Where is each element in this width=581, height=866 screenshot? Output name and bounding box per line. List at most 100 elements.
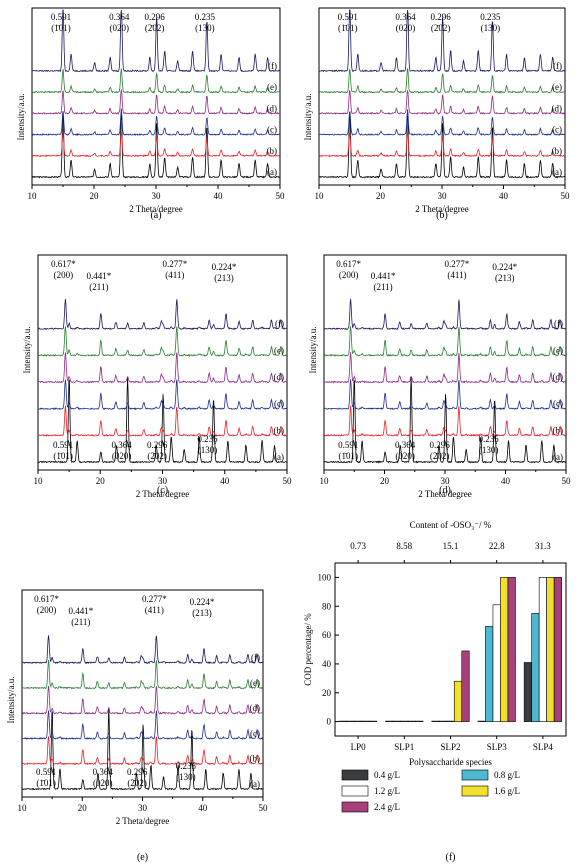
trace-label: (d) — [250, 703, 261, 713]
panel-caption: (d) — [439, 485, 451, 496]
peak-hkl-label: (2̄02) — [127, 778, 147, 788]
peak-hkl-label: (1̄01) — [53, 451, 73, 461]
peak-d-label: 0.277* — [142, 594, 167, 604]
trace-b — [31, 132, 281, 158]
xrd-panel-d: 10 20 30 40 50 2 Theta/degree Intensity/a.u. (a… — [308, 254, 571, 499]
x-axis-label: 2 Theta/degree — [415, 204, 469, 214]
bar — [392, 720, 401, 722]
bar — [446, 720, 455, 722]
trace-label: (c) — [553, 399, 563, 409]
peak-hkl-label: (130) — [479, 445, 499, 455]
x-tick-label: 40 — [220, 476, 230, 486]
trace-a — [318, 109, 566, 179]
peak-d-label: 0.224* — [492, 262, 517, 272]
bar — [407, 720, 416, 722]
peak-hkl-label: (1̄01) — [338, 23, 358, 33]
top-axis-value: 15.1 — [443, 541, 459, 551]
y-tick-label: 40 — [322, 659, 332, 669]
trace-b — [323, 405, 567, 437]
trace-label: (a) — [274, 452, 284, 462]
x-axis-label: 2 Theta/degree — [116, 816, 170, 826]
peak-arrow — [444, 439, 448, 451]
trace-f — [21, 635, 264, 665]
y-axis-label: Intensity/a.u. — [16, 94, 26, 141]
trace-label: (c) — [267, 125, 277, 135]
trace-e — [318, 68, 566, 94]
x-tick-label: 50 — [276, 191, 286, 201]
x-tick-label: 10 — [34, 476, 44, 486]
peak-hkl-label: (020) — [395, 451, 415, 461]
bar — [400, 720, 409, 722]
bar — [415, 720, 424, 722]
x-tick-label: 10 — [28, 191, 38, 201]
trace-label: (b) — [250, 754, 261, 764]
peak-d-label: 0.235 — [478, 434, 499, 444]
peak-hkl-label: (213) — [192, 608, 212, 618]
x-tick-label: 40 — [501, 476, 511, 486]
peak-arrow — [50, 766, 55, 778]
xrd-panel-e: 10 20 30 40 50 2 Theta/degree Intensity/a.u. (a… — [6, 589, 269, 863]
trace-label: (c) — [552, 125, 562, 135]
peak-d-label: 0.235 — [195, 12, 216, 22]
x-axis-label: 2 Theta/degree — [136, 489, 190, 499]
xrd-panel-a: 10 20 30 40 50 2 Theta/degree Intensity/a.u. (a… — [16, 7, 286, 221]
peak-hkl-label: (411) — [145, 605, 164, 615]
y-axis-label: COD percentage/ % — [303, 613, 313, 686]
peak-d-label: 0.277* — [162, 259, 187, 269]
x-tick-label: 20 — [380, 476, 390, 486]
trace-label: (c) — [250, 728, 260, 738]
peak-hkl-label: (211) — [89, 282, 108, 292]
x-tick-label: 30 — [158, 476, 168, 486]
trace-label: (e) — [274, 345, 284, 355]
peak-hkl-label: (020) — [396, 23, 416, 33]
legend-swatch — [341, 785, 369, 797]
bar — [553, 577, 562, 722]
panel-caption: (e) — [137, 852, 148, 863]
peak-arrow — [409, 439, 414, 451]
trace-c — [21, 710, 264, 741]
x-tick-label: 50 — [561, 191, 571, 201]
trace-f — [323, 298, 567, 331]
trace-label: (f) — [554, 319, 563, 329]
bar — [477, 720, 486, 722]
panel-caption: (f) — [446, 852, 456, 863]
peak-d-label: 0.441* — [86, 271, 111, 281]
peak-arrow — [141, 766, 146, 778]
x-tick-label: 40 — [198, 803, 208, 813]
x-tick-label: 50 — [259, 803, 269, 813]
trace-b — [21, 736, 263, 766]
peak-d-label: 0.296 — [430, 12, 451, 22]
peak-hkl-label: (411) — [447, 270, 466, 280]
trace-label: (c) — [274, 399, 284, 409]
plot-frame — [37, 254, 288, 471]
trace-a — [21, 707, 264, 791]
trace-label: (d) — [553, 372, 564, 382]
trace-a — [31, 108, 281, 179]
trace-d — [318, 89, 566, 115]
peak-hkl-label: (130) — [195, 23, 215, 33]
x-tick-label: 30 — [138, 803, 148, 813]
bar — [431, 720, 440, 722]
peak-d-label: 0.591 — [338, 12, 358, 22]
trace-a — [37, 376, 288, 464]
x-tick-label: 40 — [499, 191, 509, 201]
trace-label: (b) — [552, 146, 563, 156]
trace-d — [21, 685, 264, 715]
trace-e — [31, 68, 281, 94]
peak-hkl-label: (213) — [495, 273, 515, 283]
trace-e — [21, 659, 264, 690]
legend-label: 0.4 g/L — [374, 770, 400, 780]
top-axis-value: 31.3 — [535, 541, 551, 551]
y-axis-label: Intensity/a.u. — [303, 94, 313, 141]
peak-d-label: 0.364 — [112, 440, 133, 450]
plot-frame — [323, 254, 567, 471]
trace-c — [318, 110, 566, 137]
panel-caption: (b) — [436, 210, 448, 221]
trace-c — [37, 379, 288, 411]
peak-hkl-label: (1̄01) — [339, 451, 359, 461]
trace-label: (e) — [552, 82, 562, 92]
trace-label: (f) — [251, 653, 260, 663]
x-axis-label: Polysaccharide species — [409, 757, 492, 767]
x-tick-label: 20 — [376, 191, 386, 201]
